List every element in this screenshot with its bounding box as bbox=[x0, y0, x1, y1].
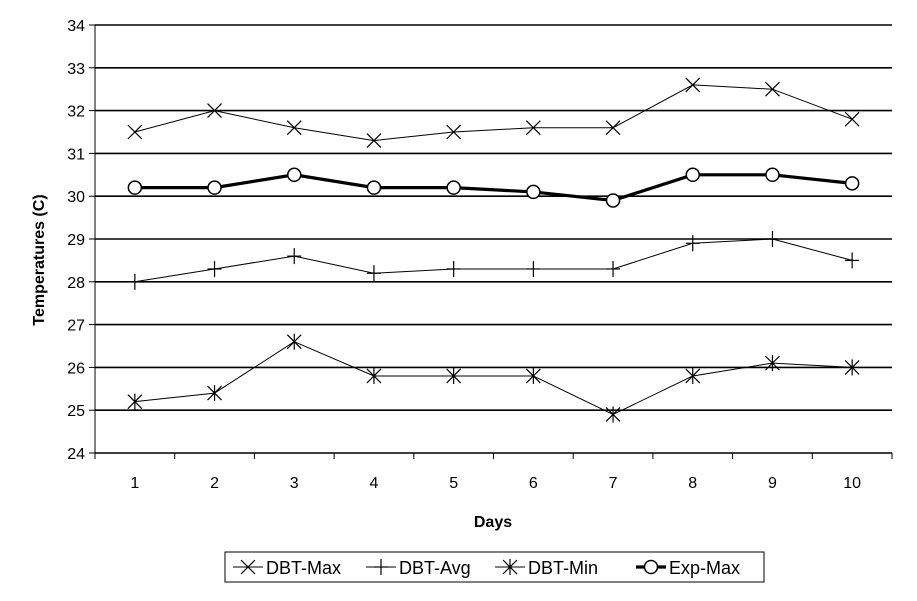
y-tick-label: 26 bbox=[67, 360, 85, 377]
data-point bbox=[605, 120, 621, 136]
legend-item: DBT-Min bbox=[495, 558, 598, 578]
legend-box bbox=[224, 551, 765, 583]
x-tick-label: 7 bbox=[609, 475, 618, 492]
series-line bbox=[134, 173, 853, 203]
data-point bbox=[127, 180, 143, 195]
data-point bbox=[844, 359, 860, 376]
x-tick-label: 8 bbox=[688, 475, 697, 492]
legend-item: Exp-Max bbox=[636, 558, 740, 578]
data-point bbox=[685, 167, 700, 183]
x-tick-label: 5 bbox=[449, 475, 458, 492]
data-point bbox=[765, 81, 780, 97]
legend-item: DBT-Avg bbox=[366, 558, 471, 578]
data-point bbox=[526, 260, 541, 277]
legend-item: DBT-Max bbox=[233, 558, 341, 578]
data-point bbox=[685, 77, 701, 93]
x-tick-label: 1 bbox=[130, 475, 139, 492]
legend: DBT-Max DBT-Avg DBT-Min Exp-Max bbox=[224, 551, 765, 583]
y-tick-label: 34 bbox=[67, 18, 85, 35]
series-exp-max bbox=[127, 167, 860, 208]
data-point bbox=[685, 235, 700, 252]
data-point bbox=[446, 260, 461, 277]
data-point bbox=[844, 111, 860, 127]
data-point bbox=[207, 260, 222, 277]
series-group bbox=[127, 77, 860, 423]
series-line bbox=[134, 238, 853, 283]
y-tick-label: 32 bbox=[67, 104, 85, 121]
series-dbt-max bbox=[127, 77, 860, 148]
legend-marker bbox=[374, 559, 388, 575]
data-point bbox=[844, 176, 860, 191]
y-tick-label: 31 bbox=[67, 146, 85, 163]
data-point bbox=[366, 133, 382, 148]
data-point bbox=[446, 124, 462, 140]
data-point bbox=[286, 120, 302, 136]
data-point bbox=[845, 252, 860, 269]
x-tick-label: 4 bbox=[369, 475, 378, 492]
x-tick-label: 9 bbox=[768, 475, 777, 492]
x-tick-label: 10 bbox=[843, 475, 861, 492]
x-tick-label: 2 bbox=[210, 475, 219, 492]
y-tick-label: 33 bbox=[67, 61, 85, 78]
data-point bbox=[287, 248, 302, 265]
data-point bbox=[207, 385, 222, 402]
data-point bbox=[207, 180, 222, 195]
legend-label: DBT-Avg bbox=[399, 558, 471, 578]
data-point bbox=[366, 180, 382, 195]
y-axis-label: Temperatures (C) bbox=[31, 194, 48, 325]
data-point bbox=[525, 367, 541, 384]
legend-marker bbox=[240, 559, 256, 575]
data-point bbox=[127, 273, 142, 290]
y-tick-labels: 24 25 26 27 28 29 30 31 32 33 34 bbox=[67, 18, 85, 463]
data-point bbox=[127, 124, 143, 140]
x-tick-label: 3 bbox=[290, 475, 299, 492]
data-point bbox=[605, 406, 621, 423]
y-tick-label: 28 bbox=[67, 275, 85, 292]
y-tick-label: 24 bbox=[67, 446, 85, 463]
x-tick-labels: 1 2 3 4 5 6 7 8 9 10 bbox=[130, 475, 861, 492]
data-point bbox=[446, 367, 462, 384]
data-point bbox=[765, 167, 780, 183]
data-point bbox=[765, 355, 780, 372]
legend-marker bbox=[502, 559, 518, 575]
legend-label: DBT-Min bbox=[528, 558, 598, 578]
y-tick-label: 29 bbox=[67, 232, 85, 249]
series-dbt-min bbox=[127, 333, 860, 423]
data-point bbox=[606, 260, 621, 277]
legend-marker bbox=[643, 559, 659, 575]
data-point bbox=[287, 167, 302, 183]
data-point bbox=[207, 103, 222, 119]
data-point bbox=[525, 120, 541, 136]
data-point bbox=[446, 180, 461, 195]
data-point bbox=[526, 184, 541, 200]
axes bbox=[89, 24, 893, 459]
y-tick-label: 30 bbox=[67, 189, 85, 206]
data-point bbox=[765, 231, 780, 247]
x-axis-label: Days bbox=[474, 514, 512, 531]
data-point bbox=[127, 393, 143, 410]
series-line bbox=[134, 341, 853, 416]
gridlines bbox=[95, 24, 892, 412]
data-point bbox=[605, 193, 621, 208]
data-point bbox=[366, 265, 381, 282]
data-point bbox=[286, 333, 302, 350]
legend-label: Exp-Max bbox=[669, 558, 740, 578]
series-line bbox=[134, 84, 853, 142]
data-point bbox=[685, 367, 701, 384]
data-point bbox=[366, 367, 382, 384]
x-tick-label: 6 bbox=[529, 475, 538, 492]
y-tick-label: 25 bbox=[67, 403, 85, 420]
series-dbt-avg bbox=[127, 231, 860, 290]
y-tick-label: 27 bbox=[67, 318, 85, 335]
legend-label: DBT-Max bbox=[266, 558, 341, 578]
